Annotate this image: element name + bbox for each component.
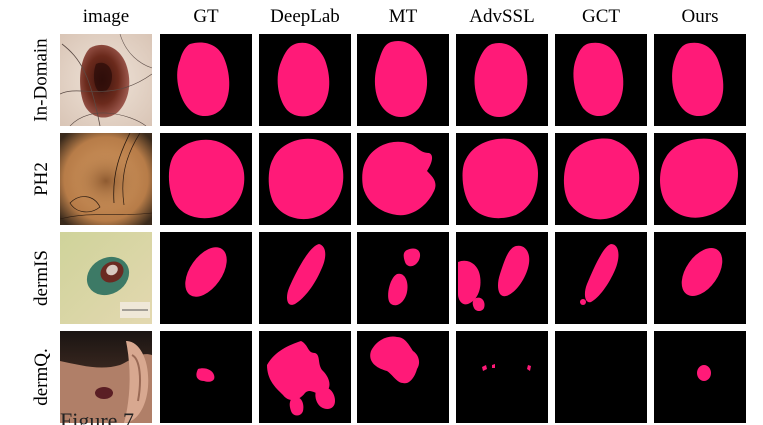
mask-gct-dermis — [555, 232, 647, 324]
row-label-dermis: dermIS — [31, 250, 52, 306]
photo-dermq — [60, 331, 152, 423]
mask-mt-dermis — [357, 232, 449, 324]
mask-advssl-ph2 — [456, 133, 548, 225]
column-header-ours: Ours — [681, 6, 719, 27]
column-header-advssl: AdvSSL — [469, 6, 535, 27]
mask-gt-dermq — [160, 331, 252, 423]
mask-gt-dermis — [160, 232, 252, 324]
figure-caption-fragment: Figure 7 — [60, 410, 134, 425]
row-label-dermq: dermQ. — [31, 348, 53, 406]
mask-gct-dermq — [555, 331, 647, 423]
mask-advssl-dermis — [456, 232, 548, 324]
mask-ours-dermis — [654, 232, 746, 324]
mask-ours-in-domain — [654, 34, 746, 126]
photo-in-domain — [60, 34, 152, 126]
mask-gt-in-domain — [160, 34, 252, 126]
mask-ours-dermq — [654, 331, 746, 423]
mask-mt-dermq — [357, 331, 449, 423]
column-header-image: image — [82, 6, 130, 27]
mask-ours-ph2 — [654, 133, 746, 225]
mask-deeplab-dermis — [259, 232, 351, 324]
row-label-in-domain: In-Domain — [31, 38, 52, 122]
mask-mt-ph2 — [357, 133, 449, 225]
column-header-gct: GCT — [582, 6, 620, 27]
photo-dermis — [60, 232, 152, 324]
column-header-deeplab: DeepLab — [270, 6, 340, 27]
mask-deeplab-in-domain — [259, 34, 351, 126]
mask-deeplab-dermq — [259, 331, 351, 423]
mask-advssl-dermq — [456, 331, 548, 423]
column-header-gt: GT — [193, 6, 219, 27]
mask-mt-in-domain — [357, 34, 449, 126]
mask-deeplab-ph2 — [259, 133, 351, 225]
photo-ph2 — [60, 133, 152, 225]
mask-gct-ph2 — [555, 133, 647, 225]
column-header-mt: MT — [388, 6, 418, 27]
mask-advssl-in-domain — [456, 34, 548, 126]
row-label-ph2: PH2 — [31, 162, 53, 196]
mask-gct-in-domain — [555, 34, 647, 126]
mask-gt-ph2 — [160, 133, 252, 225]
